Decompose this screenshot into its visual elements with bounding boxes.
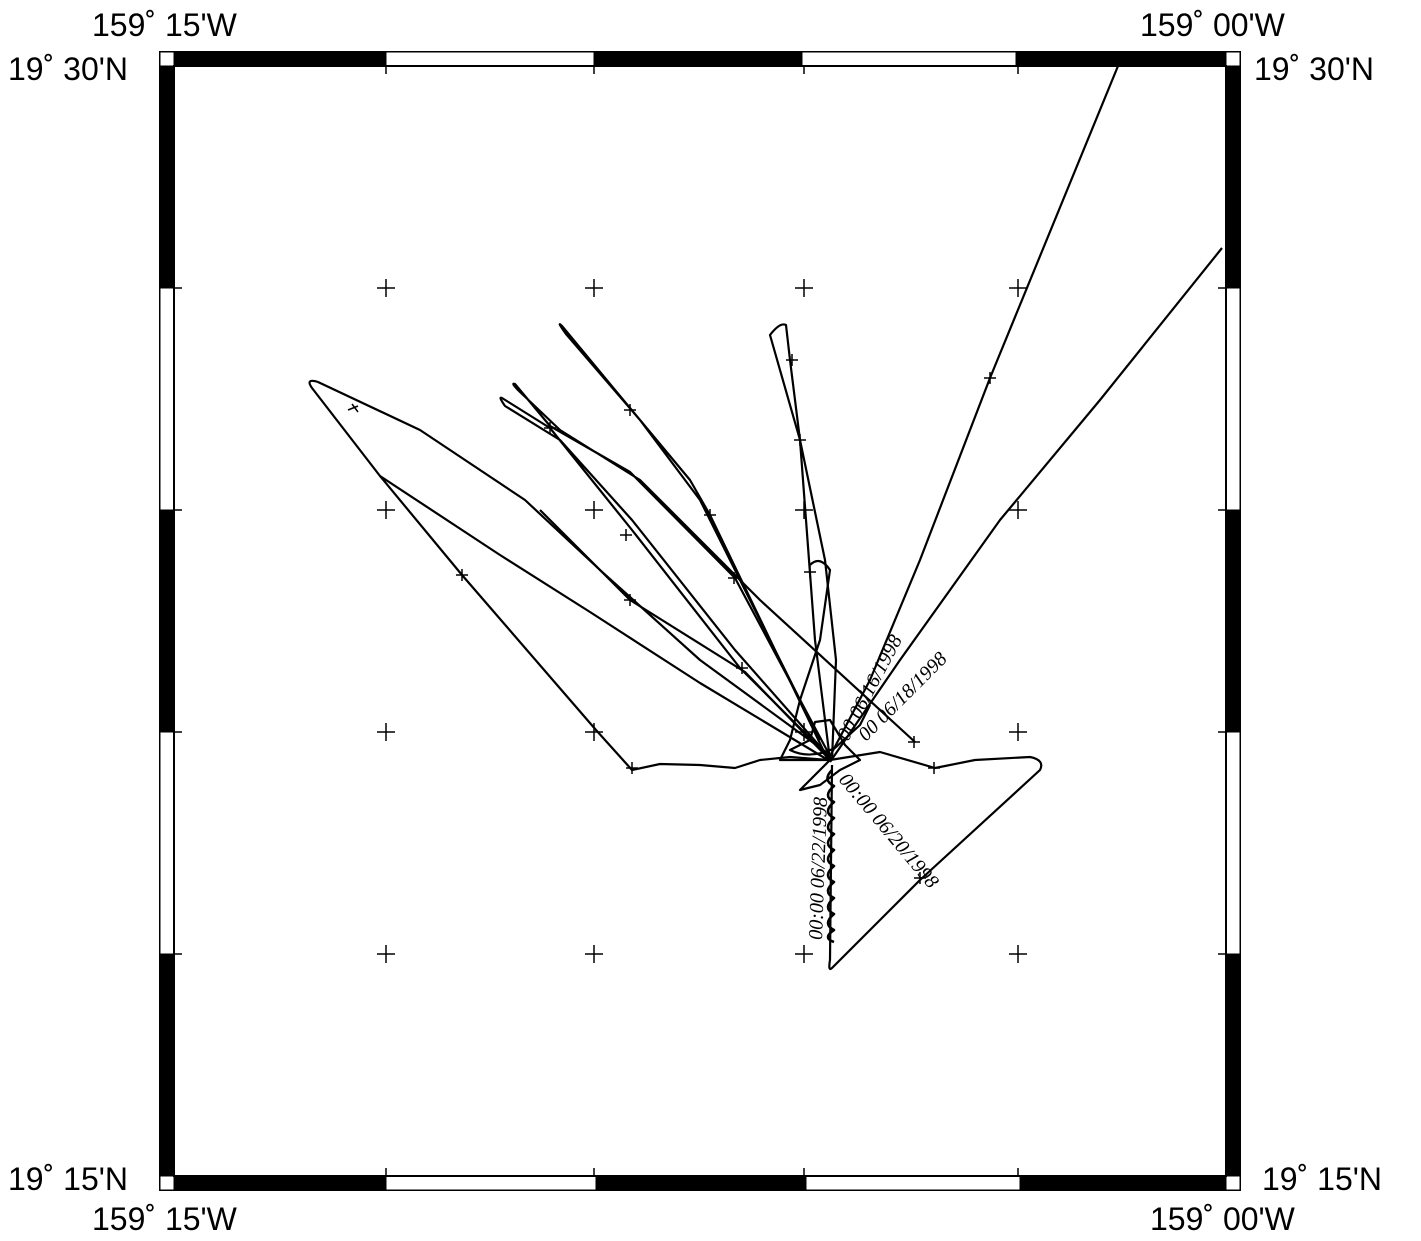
- grid-cross: [1009, 279, 1027, 297]
- grid-cross: [585, 723, 603, 741]
- track-south-coil: [826, 769, 836, 944]
- frame-right-scale: [1225, 66, 1241, 1176]
- frame-top-scale: [174, 51, 1226, 67]
- lon-label-bottom-left: 159˚ 15'W: [92, 1201, 238, 1237]
- lat-label-bottom-left: 19˚ 15'N: [8, 1161, 128, 1197]
- lat-label-top-right: 19˚ 30'N: [1254, 51, 1374, 87]
- track-southwest-arm: [379, 475, 829, 772]
- grid-cross: [377, 501, 395, 519]
- grid-cross: [585, 501, 603, 519]
- grid-cross: [377, 723, 395, 741]
- grid-cross: [585, 945, 603, 963]
- grid-cross: [377, 279, 395, 297]
- track-nne-leg: [827, 65, 1120, 761]
- lon-label-bottom-right: 159˚ 00'W: [1150, 1201, 1296, 1237]
- lat-label-top-left: 19˚ 30'N: [8, 51, 128, 87]
- track-tick-marks: [347, 354, 996, 884]
- grid-cross: [585, 279, 603, 297]
- track-nw-line-2: [558, 323, 829, 761]
- track-center-tangle: [778, 559, 871, 792]
- ship-tracks: [308, 65, 1223, 971]
- map-frame: [159, 51, 1241, 1191]
- track-west-loop: [308, 379, 831, 761]
- grid-cross: [377, 945, 395, 963]
- lat-label-bottom-right: 19˚ 15'N: [1262, 1161, 1382, 1197]
- grid-cross: [1009, 501, 1027, 519]
- track-nw-line-4: [539, 509, 831, 761]
- grid-cross: [795, 945, 813, 963]
- grid-cross: [1009, 945, 1027, 963]
- track-label-0622: 00:00 06/22/1998: [805, 797, 832, 940]
- frame-left-scale: [159, 66, 175, 1176]
- lon-label-top-left: 159˚ 15'W: [92, 7, 238, 43]
- frame-bottom-scale: [174, 1175, 1232, 1191]
- track-ne-leg: [829, 247, 1223, 763]
- grid-cross: [795, 279, 813, 297]
- grid-cross: [1009, 723, 1027, 741]
- lon-label-top-right: 159˚ 00'W: [1140, 7, 1286, 43]
- track-east-arm: [828, 750, 1043, 971]
